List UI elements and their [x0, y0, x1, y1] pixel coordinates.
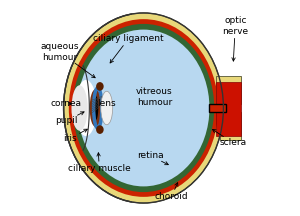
- Ellipse shape: [93, 95, 98, 121]
- FancyBboxPatch shape: [216, 76, 241, 104]
- Text: choroid: choroid: [155, 183, 188, 201]
- Ellipse shape: [78, 30, 209, 186]
- Ellipse shape: [73, 24, 214, 192]
- Ellipse shape: [96, 82, 104, 91]
- FancyBboxPatch shape: [209, 104, 226, 112]
- Ellipse shape: [71, 85, 88, 131]
- Text: ciliary muscle: ciliary muscle: [68, 153, 131, 173]
- Ellipse shape: [64, 13, 224, 203]
- FancyBboxPatch shape: [216, 82, 241, 136]
- FancyBboxPatch shape: [220, 112, 241, 140]
- Ellipse shape: [69, 19, 218, 197]
- Ellipse shape: [96, 125, 104, 134]
- Ellipse shape: [101, 91, 113, 125]
- Text: pupil: pupil: [55, 112, 84, 125]
- Text: aqueous
humour: aqueous humour: [40, 42, 95, 78]
- Ellipse shape: [75, 80, 97, 136]
- Text: vitreous
humour: vitreous humour: [136, 87, 172, 107]
- Text: cornea: cornea: [51, 99, 82, 108]
- Text: sclera: sclera: [212, 129, 246, 147]
- Text: ciliary ligament: ciliary ligament: [93, 34, 164, 63]
- Ellipse shape: [90, 89, 101, 127]
- Text: lens: lens: [98, 99, 116, 108]
- Text: optic
nerve: optic nerve: [222, 16, 248, 61]
- Text: retina: retina: [137, 151, 168, 165]
- Text: iris: iris: [64, 129, 87, 143]
